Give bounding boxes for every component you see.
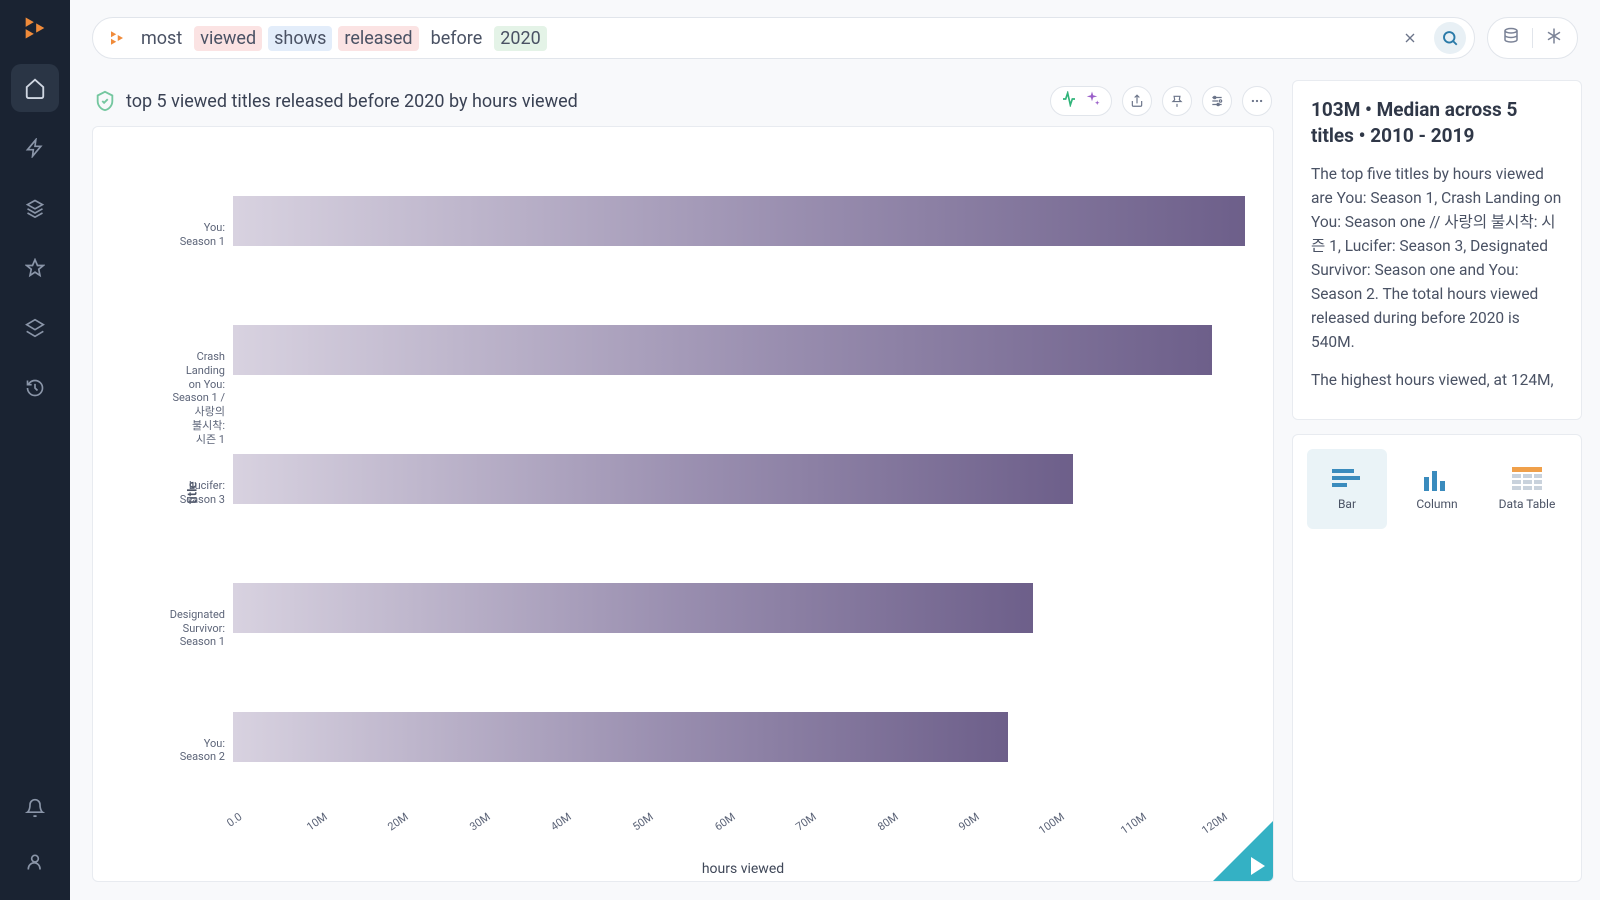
app-logo (19, 12, 51, 44)
viz-option-column[interactable]: Column (1397, 449, 1477, 529)
nav-items (11, 64, 59, 412)
viz-option-label: Data Table (1499, 497, 1556, 511)
x-tick: 100M (1036, 810, 1067, 837)
nav-history[interactable] (11, 364, 59, 412)
summary-card: 103M • Median across 5 titles • 2010 - 2… (1292, 80, 1582, 420)
search-token: shows (268, 26, 332, 51)
nav-grid[interactable] (11, 184, 59, 232)
more-button[interactable] (1242, 86, 1272, 116)
x-tick: 90M (957, 810, 982, 833)
bar (233, 454, 1073, 504)
search-token: released (338, 26, 418, 51)
x-tick: 50M (630, 810, 655, 833)
nav-home[interactable] (11, 64, 59, 112)
pulse-icon (1061, 91, 1077, 111)
nav-bolt[interactable] (11, 124, 59, 172)
x-tick: 20M (385, 810, 410, 833)
bar-row[interactable]: You:Season 2 (233, 712, 1253, 762)
bar-label: Lucifer:Season 3 (105, 479, 225, 507)
search-token: 2020 (494, 26, 546, 51)
search-token: before (425, 26, 489, 51)
x-tick: 40M (549, 810, 574, 833)
summary-body: The top five titles by hours viewed are … (1311, 162, 1563, 392)
search-box[interactable]: mostviewedshowsreleased before2020 (92, 17, 1475, 59)
search-submit-button[interactable] (1434, 22, 1466, 54)
nav-profile[interactable] (15, 842, 55, 882)
x-tick: 110M (1118, 810, 1149, 837)
nav-star[interactable] (11, 244, 59, 292)
bar (233, 583, 1033, 633)
search-chips: mostviewedshowsreleased before2020 (135, 26, 547, 51)
bar-row[interactable]: CrashLandingon You:Season 1 /사랑의불시착:시즌 1 (233, 325, 1253, 375)
x-tick: 70M (793, 810, 818, 833)
insights-toggle[interactable] (1050, 86, 1112, 116)
viz-type-card: Bar Column Data Table (1292, 434, 1582, 882)
x-tick: 60M (712, 810, 737, 833)
chart-panel: top 5 viewed titles released before 2020… (92, 80, 1274, 882)
bar-row[interactable]: DesignatedSurvivor:Season 1 (233, 583, 1253, 633)
verified-icon (94, 90, 116, 112)
right-panel: 103M • Median across 5 titles • 2010 - 2… (1292, 80, 1582, 882)
share-button[interactable] (1122, 86, 1152, 116)
corner-play-badge (1213, 821, 1273, 881)
left-sidebar (0, 0, 70, 900)
search-brand-icon (107, 28, 127, 48)
chart-header: top 5 viewed titles released before 2020… (92, 80, 1274, 126)
nav-notifications[interactable] (15, 788, 55, 828)
x-tick: 30M (467, 810, 492, 833)
sparkle-icon (1083, 90, 1101, 112)
summary-headline: 103M • Median across 5 titles • 2010 - 2… (1311, 97, 1563, 148)
bar (233, 325, 1212, 375)
datasource-pill[interactable] (1487, 17, 1578, 59)
x-tick: 10M (304, 810, 329, 833)
bar (233, 712, 1008, 762)
x-tick: 80M (875, 810, 900, 833)
chart-card: title You:Season 1CrashLandingon You:Sea… (92, 126, 1274, 882)
topbar: mostviewedshowsreleased before2020 (70, 0, 1600, 72)
viz-option-table[interactable]: Data Table (1487, 449, 1567, 529)
bar-row[interactable]: You:Season 1 (233, 196, 1253, 246)
settings-button[interactable] (1202, 86, 1232, 116)
pin-button[interactable] (1162, 86, 1192, 116)
bar-label: You:Season 1 (105, 221, 225, 249)
search-token: viewed (194, 26, 262, 51)
bar-label: CrashLandingon You:Season 1 /사랑의불시착:시즌 1 (105, 350, 225, 446)
x-axis-label: hours viewed (233, 861, 1253, 877)
viz-option-label: Bar (1338, 497, 1356, 511)
clear-search-button[interactable] (1394, 22, 1426, 54)
viz-option-bar[interactable]: Bar (1307, 449, 1387, 529)
chart-title: top 5 viewed titles released before 2020… (126, 91, 578, 112)
bar-label: You:Season 2 (105, 737, 225, 765)
nav-layers[interactable] (11, 304, 59, 352)
bar-series: You:Season 1 CrashLandingon You:Season 1 … (233, 157, 1253, 801)
bar-label: DesignatedSurvivor:Season 1 (105, 608, 225, 649)
search-token: most (135, 26, 188, 51)
x-axis: 0.010M20M30M40M50M60M70M80M90M100M110M12… (233, 809, 1253, 859)
viz-option-label: Column (1416, 497, 1457, 511)
database-icon (1502, 27, 1520, 49)
main-area: mostviewedshowsreleased before2020 (70, 0, 1600, 900)
bar (233, 196, 1245, 246)
snowflake-icon (1545, 27, 1563, 49)
bar-row[interactable]: Lucifer:Season 3 (233, 454, 1253, 504)
